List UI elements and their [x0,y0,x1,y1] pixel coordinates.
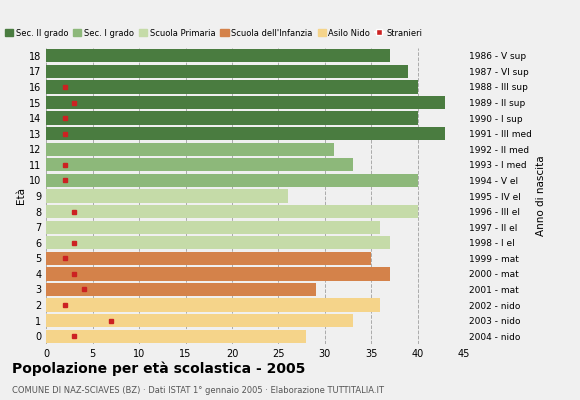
Bar [46,220,380,234]
Bar [46,189,288,203]
Y-axis label: Età: Età [16,188,26,204]
Bar [46,80,418,94]
Bar [46,267,390,280]
Bar [46,65,408,78]
Text: COMUNE DI NAZ-SCIAVES (BZ) · Dati ISTAT 1° gennaio 2005 · Elaborazione TUTTITALI: COMUNE DI NAZ-SCIAVES (BZ) · Dati ISTAT … [12,386,383,395]
Bar [46,174,418,187]
Bar [46,236,390,249]
Bar [46,298,380,312]
Bar [46,205,418,218]
Bar [46,49,390,62]
Bar [46,158,353,172]
Y-axis label: Anno di nascita: Anno di nascita [536,156,546,236]
Bar [46,96,445,109]
Bar [46,283,316,296]
Text: Popolazione per età scolastica - 2005: Popolazione per età scolastica - 2005 [12,362,305,376]
Bar [46,314,353,327]
Legend: Sec. II grado, Sec. I grado, Scuola Primaria, Scuola dell'Infanzia, Asilo Nido, : Sec. II grado, Sec. I grado, Scuola Prim… [1,25,426,41]
Bar [46,143,334,156]
Bar [46,112,418,125]
Bar [46,252,371,265]
Bar [46,330,306,343]
Bar [46,127,445,140]
